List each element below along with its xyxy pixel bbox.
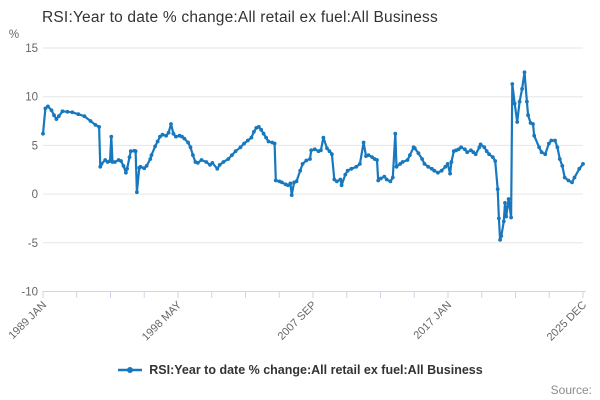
- x-axis-ticks: [42, 291, 584, 298]
- series-markers[interactable]: [41, 70, 585, 242]
- gridlines: [43, 47, 583, 244]
- series-line[interactable]: [41, 71, 584, 241]
- svg-text:1998 MAY: 1998 MAY: [140, 299, 185, 344]
- source-note: Source:: [550, 383, 592, 397]
- svg-text:10: 10: [25, 92, 38, 104]
- y-axis-labels: 15 10 5 0 -5 -10: [21, 43, 38, 299]
- legend-item[interactable]: RSI:Year to date % change:All retail ex …: [0, 363, 600, 377]
- svg-text:5: 5: [32, 140, 38, 152]
- svg-text:2025 DEC: 2025 DEC: [545, 299, 589, 343]
- svg-text:2017 JAN: 2017 JAN: [411, 299, 454, 342]
- svg-text:1989 JAN: 1989 JAN: [6, 299, 49, 342]
- legend-series-marker-icon: [118, 367, 143, 373]
- svg-text:2007 SEP: 2007 SEP: [276, 299, 320, 343]
- svg-text:-10: -10: [21, 287, 38, 299]
- svg-text:-5: -5: [28, 238, 38, 250]
- y-axis-unit-label: %: [9, 29, 19, 41]
- x-axis-labels: 1989 JAN 1998 MAY 2007 SEP 2017 JAN 2025 DEC: [6, 299, 589, 344]
- chart-title: RSI:Year to date % change:All retail ex …: [42, 9, 438, 26]
- svg-text:15: 15: [25, 43, 38, 55]
- svg-text:0: 0: [32, 189, 38, 201]
- legend-label: RSI:Year to date % change:All retail ex …: [149, 363, 483, 377]
